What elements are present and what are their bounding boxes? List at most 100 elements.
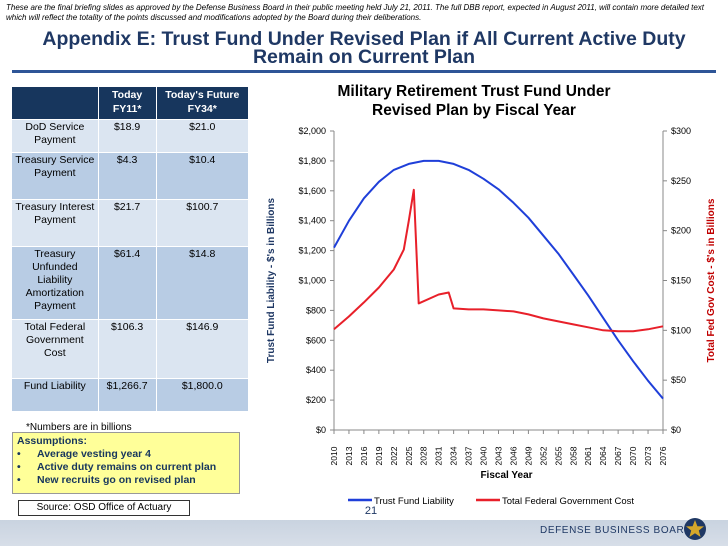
bullet-icon: • [17,474,21,486]
assumption-text: Active duty remains on current plan [37,461,217,473]
y-tick-label: $0 [316,425,326,435]
table-cell: $18.9 [98,120,156,152]
assumptions-box: Assumptions: • Average vesting year 4 • Ac… [12,432,240,494]
dbb-seal-icon [684,518,706,540]
y-tick-label: $1,800 [298,156,326,166]
x-axis-title: Fiscal Year [480,470,532,481]
table-header-cell: Today's Future FY34* [156,87,248,119]
source-note: Source: OSD Office of Actuary [18,500,190,516]
x-tick-label: 2010 [329,446,339,465]
y-tick-label: $1,000 [298,276,326,286]
table-cell: $4.3 [98,153,156,199]
list-item: • New recruits go on revised plan [17,474,235,487]
list-item: • Active duty remains on current plan [17,461,235,474]
x-tick-label: 2067 [613,446,623,465]
y2-tick-label: $100 [671,325,691,335]
x-tick-label: 2019 [374,446,384,465]
x-tick-label: 2046 [508,446,518,465]
cost-table: Today FY11* Today's Future FY34* DoD Ser… [11,86,249,412]
chart-legend: Trust Fund Liability Total Federal Govern… [348,496,634,507]
table-row: Treasury Service Payment $4.3 $10.4 [12,153,248,199]
x-tick-label: 2049 [523,446,533,465]
table-cell: $146.9 [156,320,248,378]
table-cell: Treasury Unfunded Liability Amortization… [12,247,98,319]
footer-bar [0,520,728,546]
y-tick-label: $200 [306,395,326,405]
y-tick-label: $1,200 [298,246,326,256]
table-cell: Treasury Interest Payment [12,200,98,246]
y-tick-label: $600 [306,335,326,345]
x-tick-label: 2037 [464,446,474,465]
assumptions-title: Assumptions: [17,435,88,447]
y2-axis-title: Total Fed Gov Cost - $'s in Billions [706,198,717,362]
x-tick-label: 2025 [404,446,414,465]
chart-title: Military Retirement Trust Fund Under Revi… [337,83,610,119]
table-row: Treasury Unfunded Liability Amortization… [12,247,248,319]
x-tick-label: 2013 [344,446,354,465]
table-cell: Treasury Service Payment [12,153,98,199]
chart-title-line: Revised Plan by Fiscal Year [372,102,576,119]
table-cell: $21.0 [156,120,248,152]
trust-fund-chart: Military Retirement Trust Fund Under Revi… [266,83,717,507]
x-tick-label: 2058 [568,446,578,465]
table-cell: $1,266.7 [98,379,156,411]
y2-tick-label: $150 [671,276,691,286]
table-cell: $21.7 [98,200,156,246]
chart-series [333,159,664,400]
list-item: • Average vesting year 4 [17,448,235,461]
legend-label: Trust Fund Liability [374,496,454,507]
x-tick-label: 2031 [434,446,444,465]
x-tick-label: 2070 [628,446,638,465]
table-footnote: *Numbers are in billions [26,422,132,433]
x-tick-label: 2076 [658,446,668,465]
x-tick-label: 2055 [553,446,563,465]
x-tick-label: 2043 [494,446,504,465]
chart-title-line: Military Retirement Trust Fund Under [337,83,610,100]
chart-ticks: $0 $200 $400 $600 $800 $1,000 $1,200 $1,400 $1,6… [266,126,717,481]
table-header-cell: Today FY11* [98,87,156,119]
x-tick-label: 2016 [359,446,369,465]
y-tick-label: $1,400 [298,216,326,226]
y-tick-label: $2,000 [298,126,326,136]
footer-brand: DEFENSE BUSINESS BOARD [540,525,693,536]
y2-tick-label: $0 [671,425,681,435]
y-tick-label: $1,600 [298,186,326,196]
y2-tick-label: $50 [671,375,686,385]
y-tick-label: $800 [306,305,326,315]
assumption-text: New recruits go on revised plan [37,474,196,486]
bullet-icon: • [17,461,21,473]
table-header-cell [12,87,98,119]
x-tick-label: 2061 [583,446,593,465]
x-tick-label: 2028 [419,446,429,465]
table-cell: $61.4 [98,247,156,319]
y-axis-title: Trust Fund Liability - $'s in Billions [266,197,277,363]
x-tick-label: 2073 [643,446,653,465]
trust-fund-liability-line [333,159,664,400]
legend-label: Total Federal Government Cost [502,496,634,507]
chart-axes [333,131,664,431]
y2-tick-label: $200 [671,226,691,236]
table-cell: $14.8 [156,247,248,319]
table-cell: $100.7 [156,200,248,246]
table-cell: DoD Service Payment [12,120,98,152]
slide-title: Appendix E: Trust Fund Under Revised Pla… [42,28,686,68]
table-cell: Fund Liability [12,379,98,411]
table-cell: $10.4 [156,153,248,199]
y2-tick-label: $250 [671,176,691,186]
table-row: DoD Service Payment $18.9 $21.0 [12,120,248,152]
x-tick-label: 2022 [389,446,399,465]
table-row: Treasury Interest Payment $21.7 $100.7 [12,200,248,246]
page-number: 21 [364,505,378,517]
bullet-icon: • [17,448,21,460]
approval-notice: These are the final briefing slides as a… [6,3,705,22]
table-header-row: Today FY11* Today's Future FY34* [12,87,248,119]
table-row: Total Federal Government Cost $106.3 $14… [12,320,248,378]
assumption-text: Average vesting year 4 [37,448,152,460]
x-tick-label: 2040 [479,446,489,465]
federal-cost-line [333,188,664,333]
x-tick-label: 2034 [449,446,459,465]
table-cell: $106.3 [98,320,156,378]
table-row: Fund Liability $1,266.7 $1,800.0 [12,379,248,411]
y-tick-label: $400 [306,365,326,375]
x-tick-label: 2064 [598,446,608,465]
